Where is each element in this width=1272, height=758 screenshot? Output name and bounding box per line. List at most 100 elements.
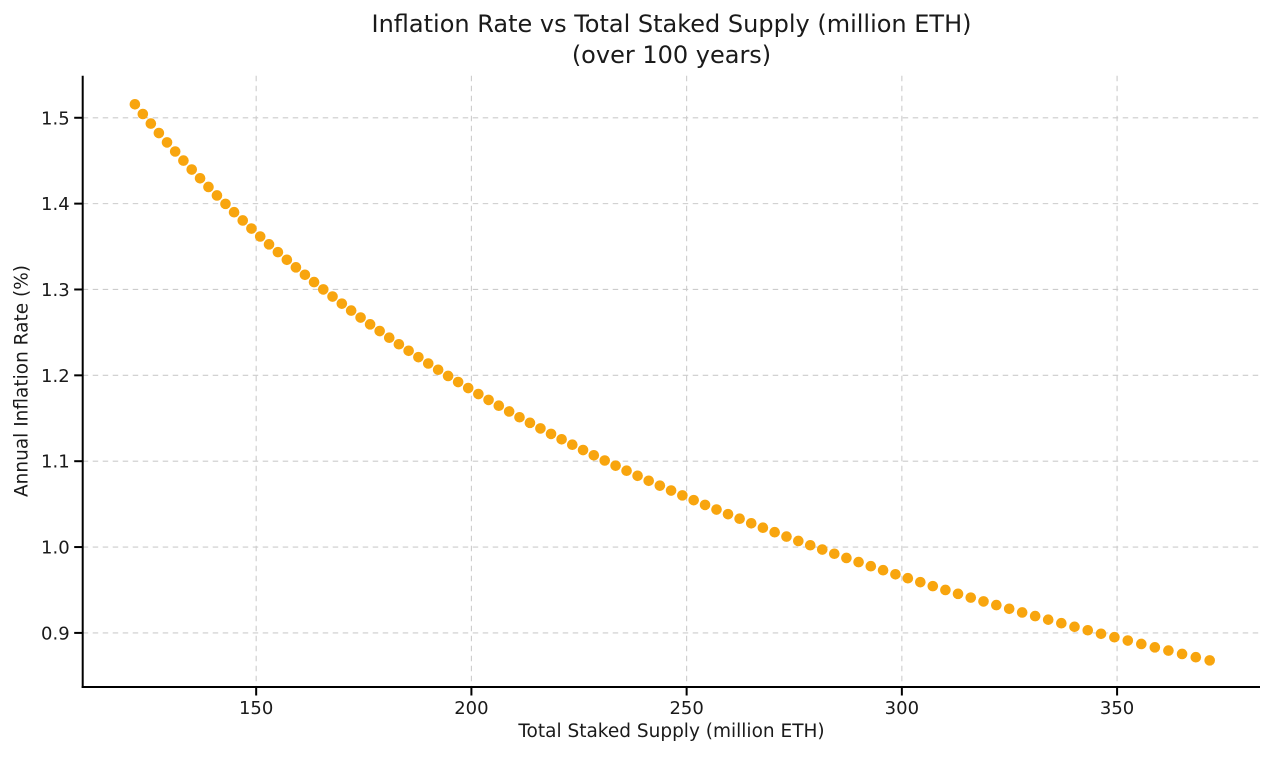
data-point bbox=[290, 262, 302, 273]
data-point bbox=[1122, 635, 1134, 646]
data-point bbox=[665, 485, 677, 496]
data-point bbox=[978, 596, 989, 607]
data-point bbox=[178, 155, 189, 166]
data-point bbox=[514, 411, 525, 423]
data-point bbox=[211, 190, 223, 201]
data-point bbox=[281, 254, 293, 266]
data-point bbox=[355, 312, 366, 323]
data-point bbox=[327, 291, 338, 302]
x-tick-label: 150 bbox=[239, 698, 273, 719]
data-point bbox=[699, 499, 711, 511]
data-point bbox=[711, 504, 722, 515]
data-point bbox=[272, 246, 284, 258]
x-tick-label: 250 bbox=[669, 698, 703, 719]
data-point bbox=[203, 181, 214, 193]
data-point bbox=[1016, 607, 1028, 618]
data-point bbox=[403, 345, 414, 357]
data-point bbox=[317, 284, 329, 295]
data-point bbox=[161, 137, 173, 148]
y-tick-label: 1.2 bbox=[41, 366, 70, 387]
data-point bbox=[1109, 631, 1120, 643]
data-point bbox=[336, 298, 348, 309]
data-point bbox=[781, 531, 792, 542]
data-point bbox=[757, 522, 769, 534]
data-point bbox=[393, 338, 405, 350]
data-point bbox=[1029, 610, 1041, 622]
data-point bbox=[567, 439, 578, 451]
data-point bbox=[1176, 648, 1188, 660]
data-point bbox=[473, 388, 484, 400]
data-point bbox=[1082, 624, 1094, 636]
data-point bbox=[643, 475, 655, 487]
data-point bbox=[246, 223, 257, 234]
data-point bbox=[153, 127, 165, 139]
x-tick-label: 350 bbox=[1100, 698, 1134, 719]
y-axis-label: Annual Inflation Rate (%) bbox=[11, 265, 33, 497]
data-point bbox=[556, 434, 567, 445]
data-point bbox=[588, 449, 600, 461]
data-point bbox=[1163, 645, 1174, 656]
data-point bbox=[610, 460, 621, 471]
data-point bbox=[793, 535, 804, 547]
data-point bbox=[677, 490, 688, 501]
data-point bbox=[865, 560, 877, 572]
chart-title: Inflation Rate vs Total Staked Supply (m… bbox=[83, 9, 1260, 71]
data-point bbox=[952, 588, 964, 600]
data-point bbox=[654, 480, 666, 491]
data-point bbox=[804, 539, 816, 551]
data-point bbox=[599, 455, 611, 466]
data-point bbox=[413, 351, 424, 363]
data-point bbox=[194, 172, 206, 184]
data-point bbox=[422, 358, 434, 369]
data-point bbox=[545, 428, 557, 440]
y-tick-label: 1.4 bbox=[41, 194, 70, 215]
data-point bbox=[462, 382, 474, 394]
data-point bbox=[877, 564, 889, 576]
data-point bbox=[1149, 642, 1161, 653]
data-point bbox=[432, 364, 444, 376]
data-point bbox=[220, 198, 231, 210]
data-point bbox=[364, 319, 376, 330]
data-point bbox=[345, 305, 357, 316]
data-point bbox=[1095, 628, 1107, 640]
data-point bbox=[1190, 651, 1202, 663]
data-point bbox=[383, 332, 395, 344]
data-point bbox=[1042, 614, 1054, 625]
data-point bbox=[965, 592, 977, 603]
data-point bbox=[632, 470, 643, 482]
data-point bbox=[841, 552, 852, 564]
data-point bbox=[816, 544, 828, 555]
data-point bbox=[745, 517, 757, 529]
data-point bbox=[890, 568, 901, 580]
data-point bbox=[621, 465, 632, 477]
y-tick-label: 1.3 bbox=[41, 280, 70, 301]
data-point bbox=[1069, 621, 1080, 633]
data-point bbox=[452, 376, 464, 388]
data-point bbox=[1204, 655, 1215, 666]
data-point bbox=[722, 508, 734, 520]
data-point bbox=[1056, 617, 1067, 629]
x-tick-label: 200 bbox=[454, 698, 488, 719]
data-point bbox=[493, 400, 505, 412]
data-point bbox=[769, 526, 780, 538]
data-point bbox=[927, 580, 939, 592]
y-tick-label: 0.9 bbox=[41, 623, 70, 644]
y-tick-label: 1.5 bbox=[41, 108, 70, 129]
data-point bbox=[374, 325, 385, 337]
data-point bbox=[902, 572, 914, 584]
data-point bbox=[829, 548, 840, 560]
data-point bbox=[524, 417, 536, 429]
data-point bbox=[483, 394, 494, 406]
y-tick-label: 1.1 bbox=[41, 452, 70, 473]
x-axis-label: Total Staked Supply (million ETH) bbox=[518, 721, 825, 742]
data-point bbox=[442, 370, 454, 382]
data-point bbox=[263, 239, 275, 250]
data-point bbox=[237, 215, 249, 226]
data-point bbox=[991, 599, 1002, 611]
data-point bbox=[940, 584, 951, 596]
data-point bbox=[577, 444, 589, 456]
data-point bbox=[169, 146, 181, 157]
data-point bbox=[137, 108, 149, 120]
